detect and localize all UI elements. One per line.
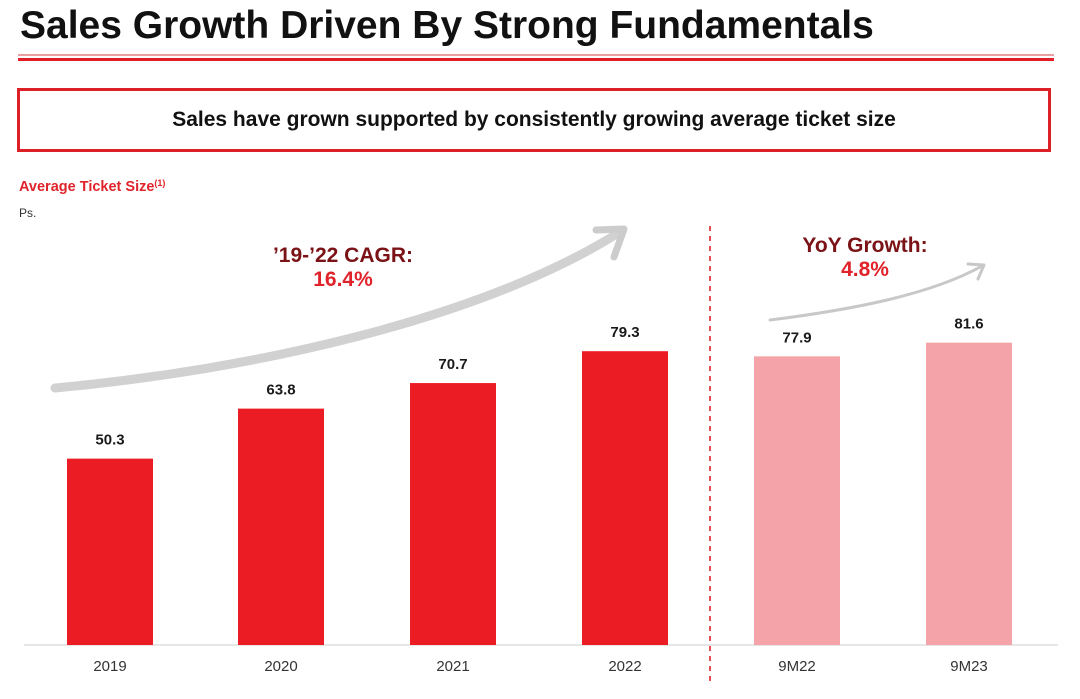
value-label-2020: 63.8 [266,382,295,399]
yoy-arrowhead-icon [966,262,986,281]
key-message-box: Sales have grown supported by consistent… [17,88,1051,152]
x-tick-label-2020: 2020 [264,658,297,675]
x-tick-label-2019: 2019 [93,658,126,675]
bar-2022 [582,351,668,645]
page-title: Sales Growth Driven By Strong Fundamenta… [20,4,874,47]
cagr-annotation: ’19-’22 CAGR: 16.4% [238,244,448,292]
yoy-value: 4.8% [841,258,889,281]
x-tick-label-9m22: 9M22 [778,658,816,675]
value-label-2019: 50.3 [95,432,124,449]
title-divider-thin [18,54,1054,56]
value-label-9m22: 77.9 [782,329,811,346]
trend-arrows [50,225,986,393]
x-tick-label-9m23: 9M23 [950,658,988,675]
bar-2020 [238,408,324,645]
cagr-trend-arrow [50,227,625,393]
yoy-trend-arrow [768,264,984,322]
unit-label: Ps. [19,206,37,220]
value-label-2021: 70.7 [438,356,467,373]
yoy-label: YoY Growth: [802,234,928,257]
bar-9m22 [754,356,840,645]
x-tick-label-2022: 2022 [608,658,641,675]
key-message-text: Sales have grown supported by consistent… [172,108,896,131]
bar-2019 [67,458,153,645]
cagr-value: 16.4% [313,268,373,291]
chart-title-text: Average Ticket Size [19,179,155,195]
yoy-annotation: YoY Growth: 4.8% [770,234,960,282]
bar-9m23 [926,342,1012,645]
title-divider-thick [18,58,1054,61]
cagr-label: ’19-’22 CAGR: [272,244,414,267]
cagr-arrowhead-icon [592,225,628,261]
chart-title-footnote: (1) [154,178,166,188]
value-label-9m23: 81.6 [954,316,983,333]
bar-2021 [410,383,496,645]
value-label-2022: 79.3 [610,324,639,341]
chart-title: Average Ticket Size(1) [19,178,166,195]
x-tick-label-2021: 2021 [436,658,469,675]
